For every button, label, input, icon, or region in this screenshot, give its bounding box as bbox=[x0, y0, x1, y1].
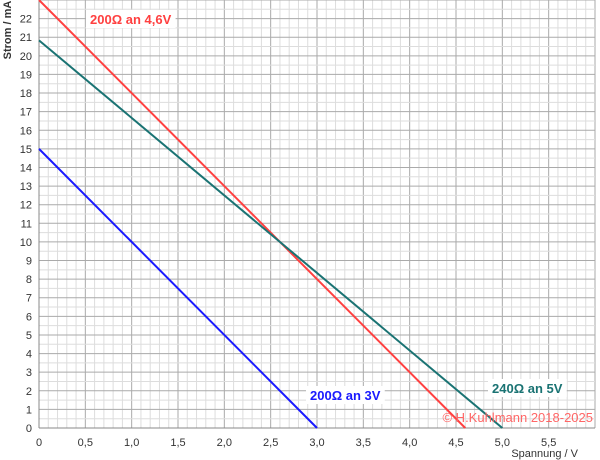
y-tick-label: 7 bbox=[26, 293, 32, 305]
series-lines bbox=[38, 0, 503, 429]
x-tick-label: 5,5 bbox=[541, 437, 556, 449]
y-tick-label: 8 bbox=[26, 274, 32, 286]
x-tick-label: 5,0 bbox=[495, 437, 510, 449]
y-tick-label: 15 bbox=[20, 144, 32, 156]
x-tick-label: 1,5 bbox=[170, 437, 185, 449]
y-tick-label: 4 bbox=[26, 349, 32, 361]
grid bbox=[38, 0, 596, 429]
y-tick-label: 18 bbox=[20, 88, 32, 100]
y-tick-label: 2 bbox=[26, 386, 32, 398]
y-tick-label: 22 bbox=[20, 14, 32, 26]
x-tick-label: 0,5 bbox=[78, 437, 93, 449]
series-label-bg bbox=[306, 386, 385, 404]
y-tick-label: 5 bbox=[26, 330, 32, 342]
x-tick-label: 3,5 bbox=[356, 437, 371, 449]
y-tick-label: 6 bbox=[26, 311, 32, 323]
y-tick-label: 13 bbox=[20, 181, 32, 193]
series-label-bg bbox=[488, 379, 567, 397]
x-tick-label: 2,5 bbox=[263, 437, 278, 449]
y-tick-label: 21 bbox=[20, 32, 32, 44]
series-label-bg bbox=[86, 10, 176, 28]
copyright-watermark: © H.Kuhlmann 2018-2025 bbox=[442, 410, 593, 425]
y-tick-label: 1 bbox=[26, 404, 32, 416]
x-tick-label: 0 bbox=[36, 437, 42, 449]
series-label: 200Ω an 4,6V bbox=[90, 12, 172, 27]
x-axis-label: Spannung / V bbox=[511, 448, 578, 460]
series-line bbox=[38, 148, 318, 429]
series-labels: 200Ω an 4,6V 240Ω an 5V 200Ω an 3V bbox=[86, 10, 567, 404]
x-tick-label: 4,0 bbox=[402, 437, 417, 449]
x-tick-label: 3,0 bbox=[309, 437, 324, 449]
y-tick-label: 17 bbox=[20, 107, 32, 119]
x-tick-label: 4,5 bbox=[448, 437, 463, 449]
y-tick-label: 20 bbox=[20, 51, 32, 63]
tick-labels: 0 0,5 1,0 1,5 2,0 2,5 3,0 3,5 4,0 4,5 5,0 5,5012345… bbox=[20, 14, 557, 449]
y-tick-label: 10 bbox=[20, 237, 32, 249]
series-line bbox=[38, 39, 503, 429]
y-tick-label: 0 bbox=[26, 423, 32, 435]
y-tick-label: 11 bbox=[21, 218, 32, 230]
x-tick-label: 2,0 bbox=[217, 437, 232, 449]
series-line bbox=[38, 0, 466, 429]
y-tick-label: 12 bbox=[20, 200, 32, 212]
y-tick-label: 3 bbox=[26, 367, 32, 379]
y-tick-label: 14 bbox=[20, 162, 32, 174]
y-tick-label: 9 bbox=[26, 256, 32, 268]
x-tick-label: 1,0 bbox=[124, 437, 139, 449]
y-tick-label: 19 bbox=[20, 69, 32, 81]
y-axis-label: Strom / mA bbox=[2, 1, 14, 60]
series-label: 200Ω an 3V bbox=[310, 388, 381, 403]
series-label: 240Ω an 5V bbox=[492, 381, 563, 396]
y-tick-label: 16 bbox=[20, 125, 32, 137]
